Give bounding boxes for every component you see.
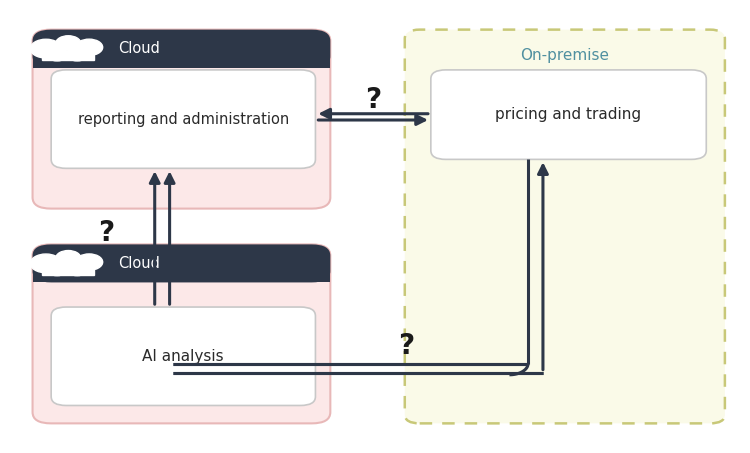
- Text: AI analysis: AI analysis: [142, 349, 224, 364]
- Circle shape: [30, 254, 62, 273]
- Text: ?: ?: [398, 332, 415, 360]
- Circle shape: [46, 262, 68, 276]
- FancyBboxPatch shape: [405, 29, 725, 424]
- Circle shape: [56, 36, 81, 51]
- Text: pricing and trading: pricing and trading: [496, 107, 641, 122]
- Bar: [32, 48, 330, 67]
- Circle shape: [56, 251, 81, 265]
- FancyBboxPatch shape: [32, 245, 330, 424]
- FancyBboxPatch shape: [51, 70, 316, 169]
- Bar: [42, 52, 94, 60]
- FancyBboxPatch shape: [32, 245, 330, 282]
- FancyBboxPatch shape: [32, 29, 330, 208]
- FancyBboxPatch shape: [51, 307, 316, 405]
- Circle shape: [30, 39, 62, 58]
- FancyBboxPatch shape: [32, 29, 330, 67]
- Text: On-premise: On-premise: [520, 48, 609, 63]
- Text: ?: ?: [365, 86, 381, 114]
- Bar: [32, 263, 330, 282]
- FancyBboxPatch shape: [430, 70, 706, 159]
- Text: ?: ?: [98, 219, 115, 247]
- Circle shape: [76, 254, 103, 270]
- Circle shape: [66, 262, 88, 276]
- Text: Cloud: Cloud: [118, 256, 160, 271]
- Circle shape: [46, 47, 68, 61]
- Bar: [42, 266, 94, 275]
- Text: Cloud: Cloud: [118, 41, 160, 56]
- Text: reporting and administration: reporting and administration: [78, 111, 289, 126]
- Circle shape: [66, 47, 88, 61]
- Circle shape: [76, 39, 103, 55]
